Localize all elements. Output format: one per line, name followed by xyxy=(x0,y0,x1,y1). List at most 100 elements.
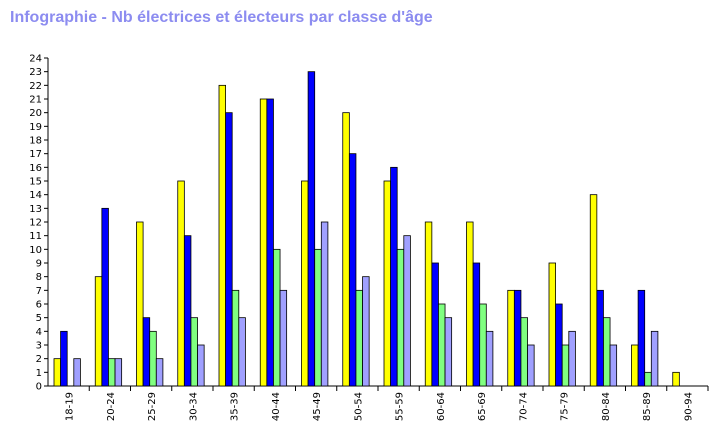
bar xyxy=(513,289,522,387)
bar xyxy=(603,317,611,387)
y-tick-label: 14 xyxy=(29,190,42,201)
bar xyxy=(273,248,281,387)
bar xyxy=(266,98,274,387)
bar xyxy=(149,330,157,387)
bar xyxy=(589,194,598,387)
y-tick-label: 15 xyxy=(29,177,42,188)
bar xyxy=(320,221,329,387)
y-tick-label: 4 xyxy=(36,327,42,338)
bar xyxy=(390,166,398,387)
x-tick-label: 55-59 xyxy=(395,392,406,421)
bar xyxy=(424,221,433,387)
x-tick-label: 60-64 xyxy=(436,392,447,421)
bar xyxy=(155,358,164,387)
bar xyxy=(142,317,151,387)
y-tick-label: 16 xyxy=(29,163,42,174)
bar xyxy=(431,262,439,387)
bar xyxy=(342,112,350,387)
y-tick-label: 21 xyxy=(29,95,42,106)
bar xyxy=(190,317,198,387)
y-tick-label: 11 xyxy=(29,231,42,242)
bar xyxy=(672,371,680,387)
bar xyxy=(507,289,515,387)
y-tick-label: 20 xyxy=(29,108,42,119)
y-tick-label: 23 xyxy=(29,67,42,78)
bar xyxy=(53,358,61,387)
bar xyxy=(644,371,652,387)
bar xyxy=(73,358,81,387)
bar xyxy=(568,330,576,387)
x-tick-label: 80-84 xyxy=(601,392,612,421)
bar xyxy=(114,358,123,387)
bar xyxy=(520,317,528,387)
y-tick-label: 24 xyxy=(29,54,42,65)
bar xyxy=(631,344,639,387)
y-tick-label: 9 xyxy=(36,259,42,270)
bars xyxy=(53,71,680,387)
chart-title: Infographie - Nb électrices et électeurs… xyxy=(10,9,433,26)
bar xyxy=(596,289,604,387)
x-tick-label: 90-94 xyxy=(683,392,694,421)
y-tick-label: 5 xyxy=(36,313,42,324)
y-tick-label: 19 xyxy=(29,122,42,133)
x-tick-label: 30-34 xyxy=(188,392,199,421)
bar xyxy=(94,276,103,387)
bar xyxy=(362,276,370,387)
bar xyxy=(108,358,116,387)
x-tick-label: 40-44 xyxy=(271,392,282,421)
y-tick-label: 0 xyxy=(36,382,42,393)
bar xyxy=(259,98,268,387)
bar xyxy=(238,317,246,387)
bar xyxy=(479,303,487,387)
bar xyxy=(472,262,481,387)
bar xyxy=(548,262,556,387)
bar xyxy=(355,289,363,387)
bar xyxy=(225,112,233,387)
bar xyxy=(637,289,646,387)
x-tick-label: 35-39 xyxy=(230,392,241,421)
x-tick-label: 18-19 xyxy=(65,392,76,421)
y-tick-label: 7 xyxy=(36,286,42,297)
bar xyxy=(466,221,474,387)
bar xyxy=(348,153,357,387)
x-tick-label: 45-49 xyxy=(312,392,323,421)
bar xyxy=(383,180,391,387)
y-tick-label: 18 xyxy=(29,136,42,147)
bar xyxy=(177,180,185,387)
bar xyxy=(136,221,144,387)
bar xyxy=(314,248,322,387)
bar xyxy=(279,289,288,387)
bar xyxy=(218,84,226,387)
y-tick-label: 22 xyxy=(29,81,42,92)
bar xyxy=(561,344,570,387)
bar xyxy=(101,207,109,387)
x-tick-label: 20-24 xyxy=(106,392,117,421)
x-tick-label: 70-74 xyxy=(518,392,529,421)
y-tick-label: 17 xyxy=(29,149,42,160)
bar xyxy=(609,344,618,387)
x-tick-label: 75-79 xyxy=(560,392,571,421)
bar xyxy=(307,71,316,387)
bar xyxy=(438,303,446,387)
bar xyxy=(650,330,659,387)
bar xyxy=(403,235,411,387)
bar xyxy=(60,330,68,387)
bar xyxy=(555,303,563,387)
x-tick-label: 50-54 xyxy=(353,392,364,421)
y-tick-label: 6 xyxy=(36,300,42,311)
bar xyxy=(183,235,192,387)
bar xyxy=(485,330,494,387)
bar xyxy=(396,248,405,387)
bar xyxy=(527,344,535,387)
bar xyxy=(231,289,240,387)
y-tick-label: 13 xyxy=(29,204,42,215)
bar xyxy=(301,180,309,387)
x-axis: 18-19 20-24 25-29 30-34 35-39 40-44 45-49 50-54… xyxy=(48,385,709,421)
y-tick-label: 1 xyxy=(36,368,42,379)
y-tick-label: 12 xyxy=(29,218,42,229)
x-tick-label: 25-29 xyxy=(147,392,158,421)
y-tick-label: 3 xyxy=(36,341,42,352)
x-tick-label: 65-69 xyxy=(477,392,488,421)
